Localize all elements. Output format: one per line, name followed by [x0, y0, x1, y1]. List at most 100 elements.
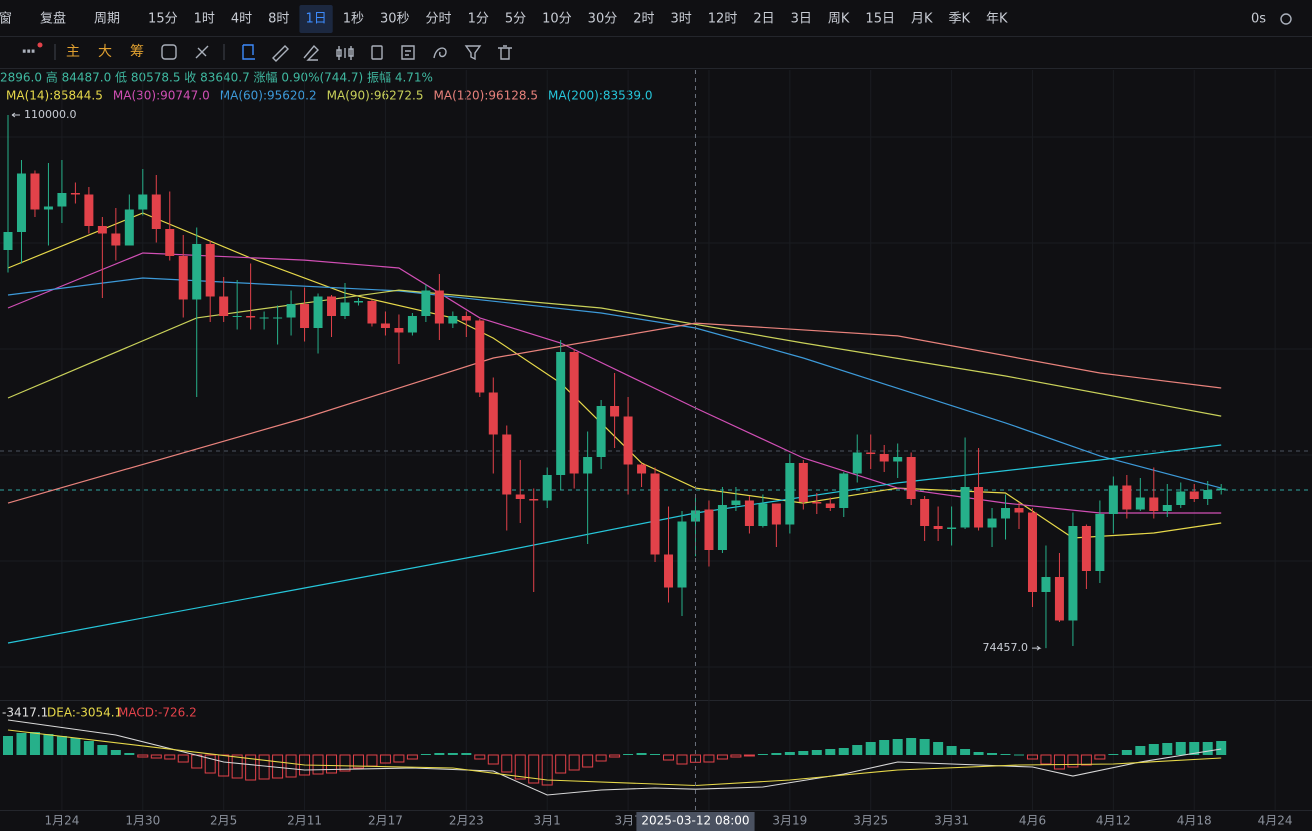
icon[interactable] [272, 45, 289, 62]
candle-body [246, 316, 256, 318]
candle-body [138, 194, 148, 210]
candle-body [920, 499, 930, 526]
macd-bar [960, 749, 971, 755]
macd-bar [150, 754, 162, 759]
candle-body [165, 229, 175, 256]
toolbar-item[interactable]: 复盘 [40, 11, 66, 27]
toolbar-item[interactable]: 年K [986, 12, 1008, 27]
macd-bar [474, 754, 486, 760]
macd-bar [865, 742, 876, 755]
timer: 0s [1251, 12, 1266, 27]
toolbar-item[interactable]: 1秒 [343, 12, 364, 27]
toolbar-item[interactable]: 4时 [231, 12, 252, 27]
macd-bar [1094, 754, 1106, 760]
toolbar2-label[interactable]: 主 [66, 44, 80, 60]
macd-bar [29, 732, 40, 755]
macd-bar [434, 753, 445, 755]
candle-body [1203, 490, 1213, 499]
icon[interactable] [464, 45, 482, 61]
x-tick-label: 1月24 [44, 814, 79, 828]
toolbar-item[interactable]: 周K [828, 12, 850, 27]
macd-bar [1014, 754, 1024, 756]
toolbar-item[interactable]: 8时 [268, 12, 289, 27]
toolbar-item[interactable]: 30分 [588, 12, 618, 27]
icon[interactable] [433, 47, 447, 59]
candle-body [1041, 577, 1051, 592]
macd-bar [892, 739, 903, 755]
candle-body [1027, 512, 1037, 592]
toolbar-item[interactable]: 15分 [148, 12, 178, 27]
candle-body [839, 473, 849, 508]
high-label: 110000.0 [24, 108, 77, 121]
icon[interactable] [371, 45, 383, 60]
toolbar-item[interactable]: 2时 [633, 12, 654, 27]
candle-body [529, 499, 539, 501]
toolbar-item[interactable]: 5分 [505, 12, 526, 27]
macd-bar [406, 754, 418, 760]
icon[interactable] [303, 44, 319, 61]
x-tick-label: 4月18 [1177, 814, 1212, 828]
candle-body [664, 554, 674, 588]
toolbar-item[interactable]: 12时 [708, 12, 738, 27]
candle-body [151, 194, 161, 229]
toolbar2-label[interactable]: 筹 [130, 43, 144, 60]
candle-body [43, 206, 53, 210]
candle-body [947, 527, 957, 529]
candle-body [286, 304, 296, 318]
candle-body [556, 352, 566, 475]
legend-entry: MA(200):83539.0 [548, 89, 653, 103]
macd-bar [1189, 742, 1200, 755]
toolbar-item[interactable]: 分时 [426, 12, 452, 27]
toolbar-item[interactable]: 1分 [468, 12, 489, 27]
macd-bar [43, 734, 54, 755]
x-tick-label: 3月25 [853, 814, 888, 828]
toolbar-item[interactable]: 1日 [305, 12, 326, 27]
x-tick-label: 2月11 [287, 814, 322, 828]
toolbar-item[interactable]: 15日 [865, 12, 895, 27]
macd-bar [757, 754, 768, 755]
icon[interactable] [195, 45, 209, 59]
candle-body [569, 352, 579, 474]
toolbar2-label[interactable]: 大 [98, 44, 112, 60]
macd-bar [568, 754, 580, 771]
x-tick-label: 4月24 [1258, 814, 1293, 828]
toolbar-item[interactable]: 30秒 [380, 12, 410, 27]
candle-body [461, 316, 471, 321]
icon[interactable] [336, 46, 354, 60]
icon[interactable] [242, 44, 255, 60]
macd-bar [879, 740, 890, 755]
candle-body [367, 301, 377, 324]
candle-body [421, 290, 431, 316]
toolbar-item[interactable]: 多窗 [0, 11, 12, 27]
icon[interactable] [161, 44, 177, 60]
macd-bar [379, 754, 391, 764]
toolbar-item[interactable]: 3日 [791, 12, 812, 27]
icon[interactable] [498, 45, 512, 60]
candle-body [825, 503, 835, 508]
more-icon[interactable]: ··· [21, 43, 36, 60]
macd-bar [1108, 754, 1119, 755]
toolbar-item[interactable]: 2日 [753, 12, 774, 27]
toolbar-item[interactable]: 10分 [542, 12, 572, 27]
x-tick-label: 3月31 [934, 814, 969, 828]
toolbar-item[interactable]: 3时 [671, 12, 692, 27]
candle-body [475, 320, 485, 393]
toolbar-item[interactable]: 月K [911, 12, 933, 27]
candle-body [192, 244, 202, 300]
toolbar-item[interactable]: 1时 [194, 12, 215, 27]
candle-body [232, 316, 242, 317]
macd-bar [703, 754, 715, 763]
macd-bar [730, 754, 742, 758]
toolbar-item[interactable]: 季K [949, 12, 971, 27]
macd-bar [973, 752, 984, 755]
toolbar-item[interactable]: 周期 [94, 12, 120, 27]
icon[interactable] [401, 45, 415, 60]
candle-body [731, 500, 741, 505]
toolbar2: ··· [21, 13, 1292, 62]
candle-body [1176, 491, 1186, 505]
macd-bar [771, 753, 782, 755]
candle-body [744, 500, 754, 526]
camera-icon[interactable] [1280, 13, 1292, 25]
macd-bar [97, 745, 108, 755]
crosshair-label-bg [636, 812, 755, 831]
